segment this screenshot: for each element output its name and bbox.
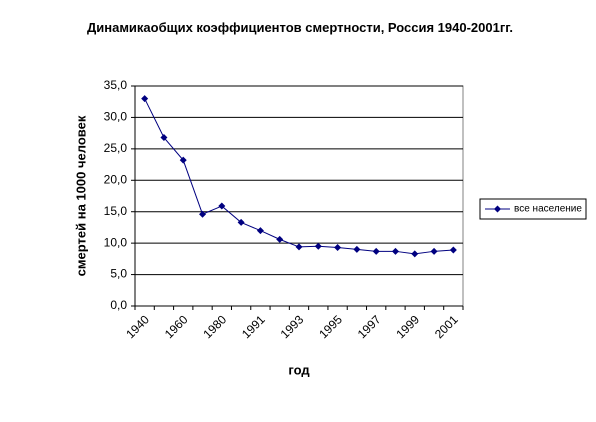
- x-tick-label: 1991: [239, 312, 268, 341]
- data-point: [430, 247, 438, 255]
- x-axis-label: год: [288, 362, 310, 377]
- data-point: [314, 242, 322, 250]
- y-tick-label: 0,0: [110, 298, 127, 312]
- legend-label: все население: [514, 204, 582, 215]
- y-tick-label: 35,0: [104, 78, 128, 92]
- data-point: [179, 156, 187, 164]
- data-point: [353, 245, 361, 253]
- data-point: [295, 243, 303, 251]
- chart-title: Динамикаобщих коэффициентов смертности, …: [86, 20, 513, 35]
- data-point: [411, 250, 419, 258]
- x-tick-label: 2001: [432, 312, 461, 341]
- y-tick-label: 25,0: [104, 141, 128, 155]
- data-point: [449, 246, 457, 254]
- y-tick-label: 10,0: [104, 235, 128, 249]
- x-tick-label: 1999: [393, 312, 422, 341]
- legend-marker: [494, 205, 501, 213]
- data-point: [218, 202, 226, 210]
- y-tick-label: 15,0: [104, 204, 128, 218]
- data-point: [276, 235, 284, 243]
- x-tick-label: 1995: [316, 312, 345, 341]
- x-tick-label: 1993: [278, 312, 307, 341]
- plot-area: [134, 85, 464, 307]
- data-point: [334, 244, 342, 252]
- y-tick-label: 20,0: [104, 172, 128, 186]
- data-point: [256, 227, 264, 235]
- series-line: [144, 98, 454, 255]
- data-point: [160, 134, 168, 142]
- legend: [479, 198, 587, 220]
- x-tick-label: 1997: [355, 312, 384, 341]
- x-tick-label: 1940: [123, 312, 152, 341]
- y-tick-label: 30,0: [104, 110, 128, 124]
- data-point: [141, 95, 149, 103]
- data-point: [199, 210, 207, 218]
- data-point: [237, 218, 245, 226]
- x-tick-label: 1980: [200, 312, 229, 341]
- data-point: [391, 247, 399, 255]
- y-tick-label: 5,0: [110, 267, 127, 281]
- y-axis-label: смертей на 1000 человек: [73, 115, 88, 276]
- data-point: [372, 247, 380, 255]
- x-tick-label: 1960: [162, 312, 191, 341]
